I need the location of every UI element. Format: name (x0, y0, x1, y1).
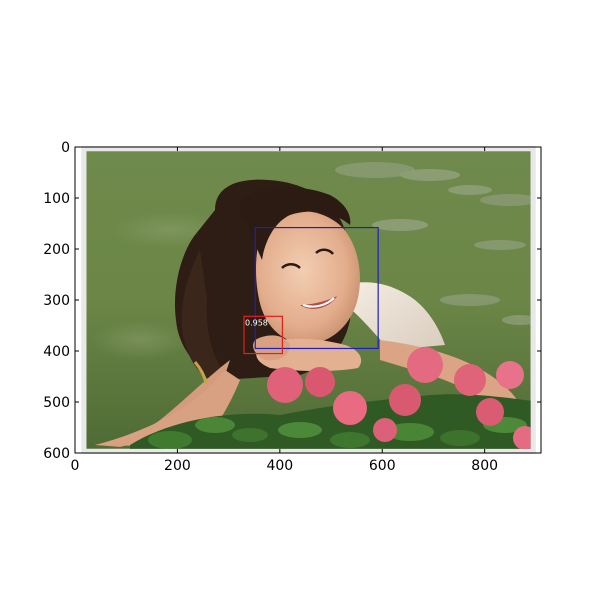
face-box (254, 226, 379, 350)
y-tick-label: 600 (43, 446, 70, 462)
photo-border (81, 146, 536, 454)
y-tick-label: 300 (43, 293, 70, 309)
y-tick-label: 500 (43, 395, 70, 411)
x-tick-label: 0 (71, 458, 80, 474)
y-tick-label: 200 (43, 242, 70, 258)
hand-box: 0.958 (243, 315, 283, 355)
y-tick-label: 400 (43, 344, 70, 360)
hand-box-score: 0.958 (245, 318, 268, 327)
x-axis: 0 200 400 600 800 (71, 147, 498, 474)
detections: 0.958 (243, 226, 379, 355)
flowers (130, 347, 531, 449)
x-tick-label: 200 (164, 458, 191, 474)
x-tick-label: 400 (266, 458, 293, 474)
photo (86, 151, 531, 449)
x-tick-label: 600 (369, 458, 396, 474)
hand-box-rect (243, 315, 283, 355)
x-tick-label: 800 (471, 458, 498, 474)
face-box-rect (254, 226, 379, 350)
y-axis: 0 100 200 300 400 500 600 (43, 140, 541, 462)
y-tick-label: 100 (43, 191, 70, 207)
y-tick-label: 0 (61, 140, 70, 156)
